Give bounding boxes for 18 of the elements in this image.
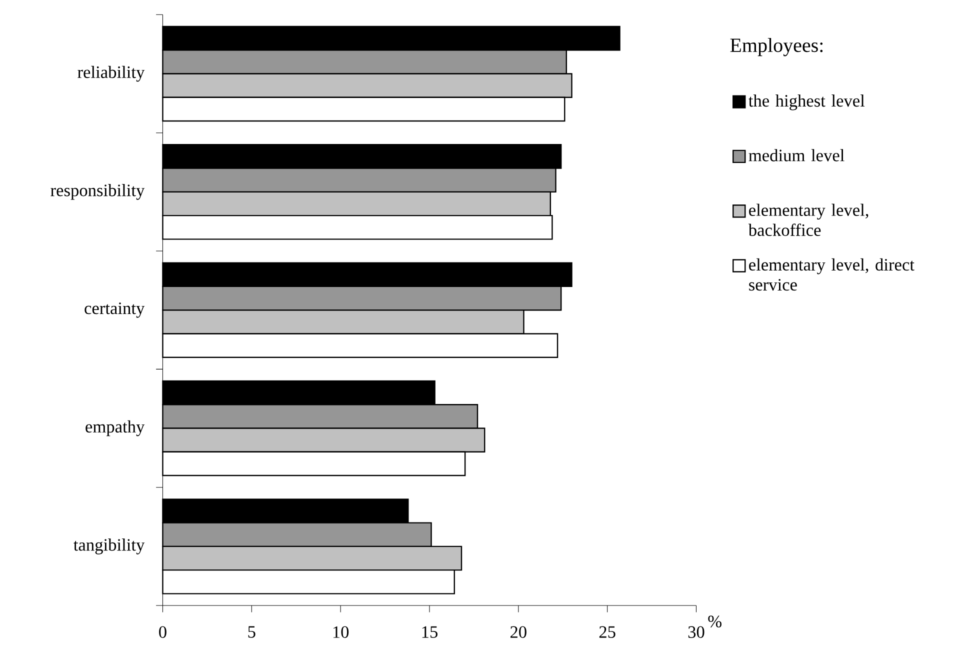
x-tick-label: 30 — [688, 626, 704, 638]
legend-label: the highest level — [748, 94, 865, 110]
x-tick-label: 5 — [248, 626, 256, 638]
y-tick-label: reliability — [78, 66, 145, 82]
y-tick-label: empathy — [86, 420, 145, 436]
x-tick-label: 20 — [510, 626, 526, 638]
x-tick-label: 25 — [599, 626, 616, 638]
y-tick-label: responsibility — [50, 184, 145, 200]
legend-label: elementary level, backoffice — [748, 204, 868, 236]
legend-label: medium level — [748, 149, 844, 162]
legend-title: Employees: — [730, 38, 823, 56]
x-tick-label: 15 — [422, 626, 438, 638]
y-tick-label: certainty — [84, 302, 145, 318]
x-axis-title: % — [708, 616, 722, 628]
y-tick-label: tangibility — [74, 538, 145, 554]
legend-label: elementary level, direct service — [749, 258, 914, 291]
x-tick-label: 0 — [159, 626, 166, 638]
x-tick-label: 10 — [333, 626, 349, 638]
